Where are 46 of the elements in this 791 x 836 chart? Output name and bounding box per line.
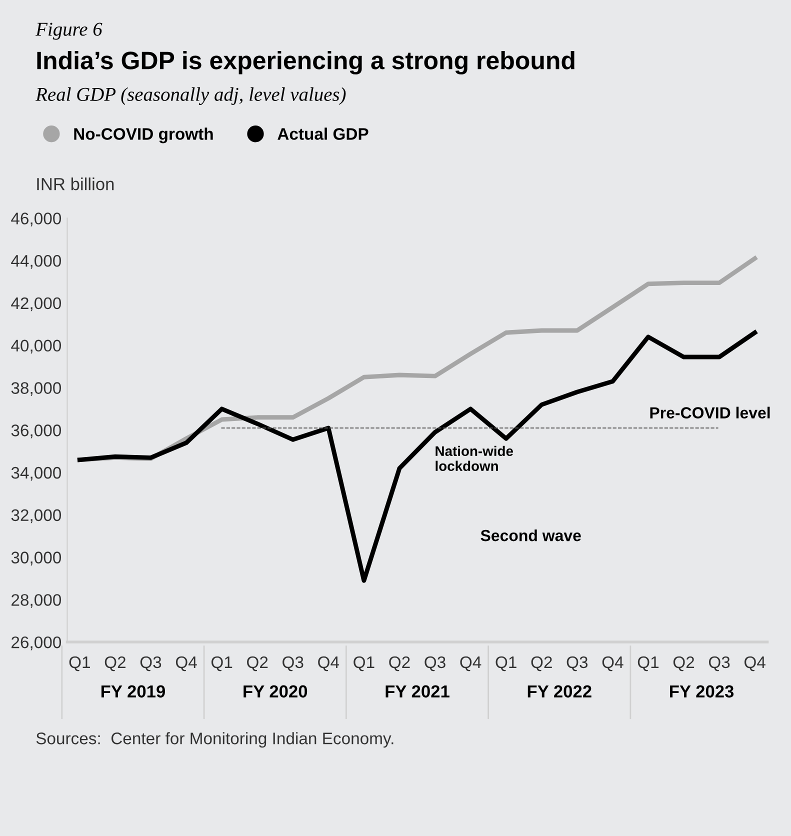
x-tick-label: Q3	[282, 656, 304, 672]
caption: Figure 6	[35, 22, 102, 40]
x-tick-label: Q2	[247, 656, 268, 672]
text: FY 2021	[386, 685, 450, 698]
y-tick-label: 32,000	[11, 509, 62, 524]
x-tick-label: Q3	[566, 656, 588, 672]
y-tick-label: 42,000	[11, 297, 62, 312]
y-tick-label: 40,000	[11, 340, 62, 354]
y-tick-label: 26,000	[12, 636, 62, 650]
x-tick-label: Q3	[424, 656, 446, 672]
annotation: Nation-wide lockdown	[436, 446, 513, 471]
text: FY 2023	[670, 685, 734, 698]
y-tick-label: 36,000	[11, 424, 62, 438]
text: FY 2020	[244, 685, 308, 698]
y-tick-label: 46,000	[11, 212, 62, 226]
y-axis-title: INR billion	[37, 178, 114, 190]
chart-subtitle: Real GDP (seasonally adj, level values)	[35, 87, 346, 105]
y-tick-label: 38,000	[11, 382, 62, 396]
x-tick-label: Q4	[602, 656, 624, 672]
x-tick-label: Q1	[69, 656, 90, 672]
annotation: Second wave	[480, 529, 581, 542]
x-tick-label: Q2	[531, 656, 552, 672]
x-tick-label: Q3	[140, 656, 162, 672]
x-tick-label: Q1	[211, 656, 232, 672]
y-tick-label: 30,000	[11, 552, 62, 566]
y-tick-label: 28,000	[12, 594, 62, 608]
text: FY 2019	[101, 685, 165, 698]
chart-title: India’s GDP is experiencing a strong rebound	[37, 50, 574, 74]
x-tick-label: Q3	[708, 656, 730, 672]
y-tick-label: 34,000	[11, 466, 62, 481]
legend-label: Actual GDP	[278, 128, 368, 140]
ref-line-label: Pre-COVID level	[650, 406, 770, 418]
x-tick-label: Q4	[318, 656, 340, 672]
x-tick-label: Q2	[673, 656, 694, 672]
x-tick-label: Q2	[389, 656, 410, 672]
x-tick-label: Q4	[460, 656, 482, 672]
x-tick-label: Q2	[104, 656, 126, 672]
x-tick-label: Q1	[354, 656, 374, 672]
x-tick-label: Q4	[176, 656, 197, 672]
legend-label: No-COVID growth	[74, 128, 213, 144]
x-tick-label: Q4	[744, 656, 766, 672]
source-note: Sources: Center for Monitoring Indian Economy.	[36, 732, 394, 748]
y-tick-label: 44,000	[11, 254, 62, 269]
x-tick-label: Q1	[638, 656, 659, 672]
text: FY 2022	[528, 685, 592, 698]
x-tick-label: Q1	[496, 656, 516, 672]
